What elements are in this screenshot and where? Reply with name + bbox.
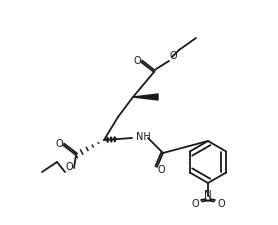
Text: O: O bbox=[65, 162, 73, 172]
Text: O: O bbox=[133, 56, 141, 66]
Text: NH: NH bbox=[136, 132, 151, 142]
Text: N: N bbox=[204, 190, 212, 200]
Text: O: O bbox=[191, 199, 199, 209]
Polygon shape bbox=[133, 94, 158, 100]
Text: O: O bbox=[55, 139, 63, 149]
Text: O: O bbox=[169, 51, 177, 61]
Text: O: O bbox=[217, 199, 225, 209]
Text: O: O bbox=[157, 165, 165, 175]
